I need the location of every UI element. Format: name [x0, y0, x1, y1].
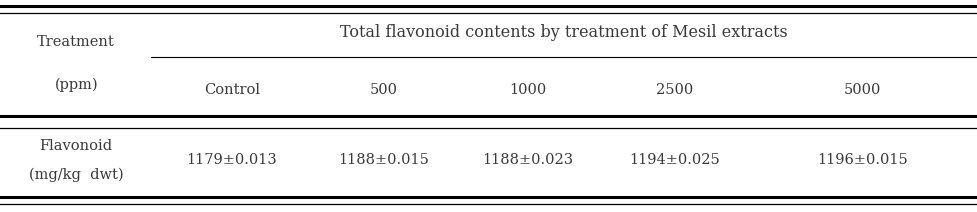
Text: (ppm): (ppm)	[55, 78, 98, 92]
Text: 1196±0.015: 1196±0.015	[817, 153, 908, 167]
Text: 1000: 1000	[509, 83, 546, 97]
Text: 2500: 2500	[656, 83, 693, 97]
Text: Total flavonoid contents by treatment of Mesil extracts: Total flavonoid contents by treatment of…	[340, 24, 788, 41]
Text: Treatment: Treatment	[37, 35, 115, 49]
Text: 5000: 5000	[843, 83, 881, 97]
Text: 1188±0.015: 1188±0.015	[338, 153, 429, 167]
Text: 1188±0.023: 1188±0.023	[482, 153, 573, 167]
Text: 1194±0.025: 1194±0.025	[629, 153, 719, 167]
Text: Flavonoid: Flavonoid	[40, 139, 112, 153]
Text: Control: Control	[204, 83, 260, 97]
Text: 1179±0.013: 1179±0.013	[187, 153, 277, 167]
Text: 500: 500	[369, 83, 398, 97]
Text: (mg/kg  dwt): (mg/kg dwt)	[29, 168, 123, 182]
